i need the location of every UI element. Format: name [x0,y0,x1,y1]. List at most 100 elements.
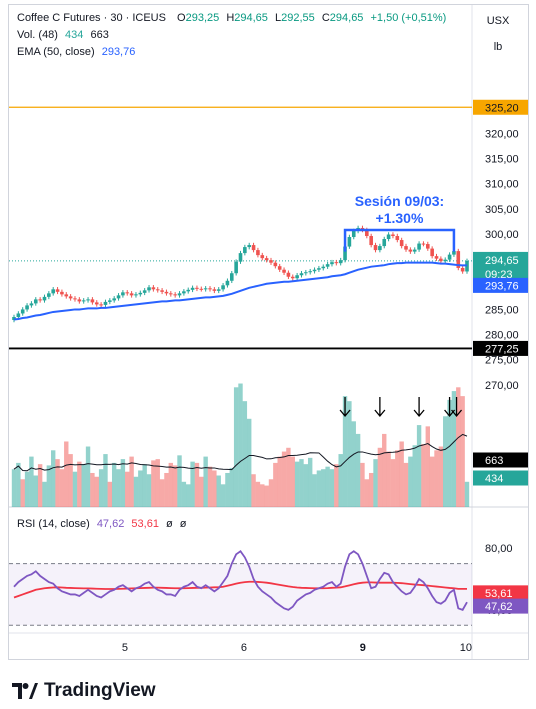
candle-body [173,294,177,296]
ema-label: EMA (50, close) [17,46,95,58]
price-tick-label: 305,00 [485,204,519,216]
candle-body [295,275,299,279]
volume-bar [207,466,213,507]
volume-bar [155,459,160,507]
chart-canvas[interactable]: 320,00 315,00 310,00 305,00 300,00 285,00 280,… [9,5,528,659]
candle-body [99,304,103,306]
volume-bar [51,450,56,507]
candle-body [147,287,151,291]
ema-legend[interactable]: EMA (50, close) 293,76 [17,46,135,58]
volume-bar [142,464,147,507]
rsi-ma-value: 53,61 [131,518,159,530]
volume-bar [395,450,400,507]
low-value: 292,55 [281,12,315,24]
volume-bar [277,456,282,507]
volume-bar [260,484,265,507]
candle-body [325,264,330,267]
candle-body [208,288,212,290]
candle-body [42,296,47,301]
tradingview-logo[interactable]: TradingView [12,680,156,702]
volume-bar [225,472,230,507]
candle-body [425,244,430,249]
candle-body [203,288,208,290]
volume-bar [438,446,444,507]
volume-bar [403,462,409,507]
black-price-badge-bg [473,340,528,356]
price-tick-label: 320,00 [485,128,519,140]
candle-body [238,253,243,262]
annotation-line-1: Sesión 09/03: [355,193,445,209]
volume-bar [368,472,374,507]
candle-body [186,289,191,292]
candle-body [439,258,443,262]
volume-bar [247,418,252,507]
volume-bar [307,457,313,507]
candle-body [408,249,413,252]
volume-bar [77,461,82,507]
candle-body [20,309,25,314]
rsi-badge: 47,62 [485,601,513,613]
volume-bar [429,456,435,507]
candle-body [25,305,29,310]
symbol-title[interactable]: Coffee C Futures · 30 · ICEUS [17,12,166,24]
volume-bar [81,464,86,507]
volume-bar [299,459,304,507]
candle-body [304,272,308,274]
orange-price-badge: 325,20 [485,102,519,114]
per-unit[interactable]: lb [493,41,503,53]
candle-body [247,245,252,248]
volume-bar [133,476,139,507]
vol-ma-badge: 663 [485,455,503,467]
candle-body [195,287,199,289]
candle-body [108,300,112,302]
volume-bar [159,479,165,507]
price-tick-label: 275,00 [485,355,519,367]
volume-bar [447,399,452,507]
currency-unit[interactable]: USX [486,15,510,27]
candle-body [229,273,234,281]
volume-bar [329,469,335,507]
chart-frame[interactable]: 320,00 315,00 310,00 305,00 300,00 285,00 280,… [8,4,529,660]
ema-price-badge-bg [473,277,528,293]
volume-bar [20,479,25,507]
symbol-legend[interactable]: Coffee C Futures · 30 · ICEUS O293,25 H2… [17,12,446,24]
rsi-legend[interactable]: RSI (14, close) 47,62 53,61 ø ø [17,518,187,530]
volume-bar [46,465,52,507]
candle-body [412,249,417,252]
volume-bar [194,462,200,507]
rsi-badge-bg [473,598,528,614]
volume-bar [238,383,243,507]
candle-body [421,243,426,245]
volume-bar [216,475,221,507]
volume-bar [325,466,330,507]
candle-body [86,299,90,301]
price-tick-label: 300,00 [485,229,519,241]
candle-body [343,246,347,261]
candle-body [417,243,421,250]
volume-bar [116,469,121,507]
annotation-line-2: +1.30% [376,210,424,226]
close-value: 294,65 [329,12,364,24]
candle-body [260,255,265,259]
candle-body [286,272,291,277]
candle-body [142,290,147,293]
candle-body [351,230,356,238]
candle-body [452,251,456,255]
candle-body [51,289,56,294]
rsi-ma-line [13,580,467,599]
candle-body [212,289,217,291]
candle-body [404,246,408,250]
volume-bar [360,462,365,507]
volume-bar [342,396,348,507]
volume-bar [425,426,430,507]
candle-body [395,236,400,241]
volume-legend[interactable]: Vol. (48) 434 663 [17,29,109,41]
candle-body [317,268,321,270]
volume-value-2: 663 [90,29,109,41]
volume-bar [316,470,322,507]
rsi-value: 47,62 [96,518,125,530]
candle-body [460,267,465,272]
vol-badge-bg [473,470,528,486]
rsi-ma-badge-bg [473,585,528,601]
candle-body [90,299,95,303]
